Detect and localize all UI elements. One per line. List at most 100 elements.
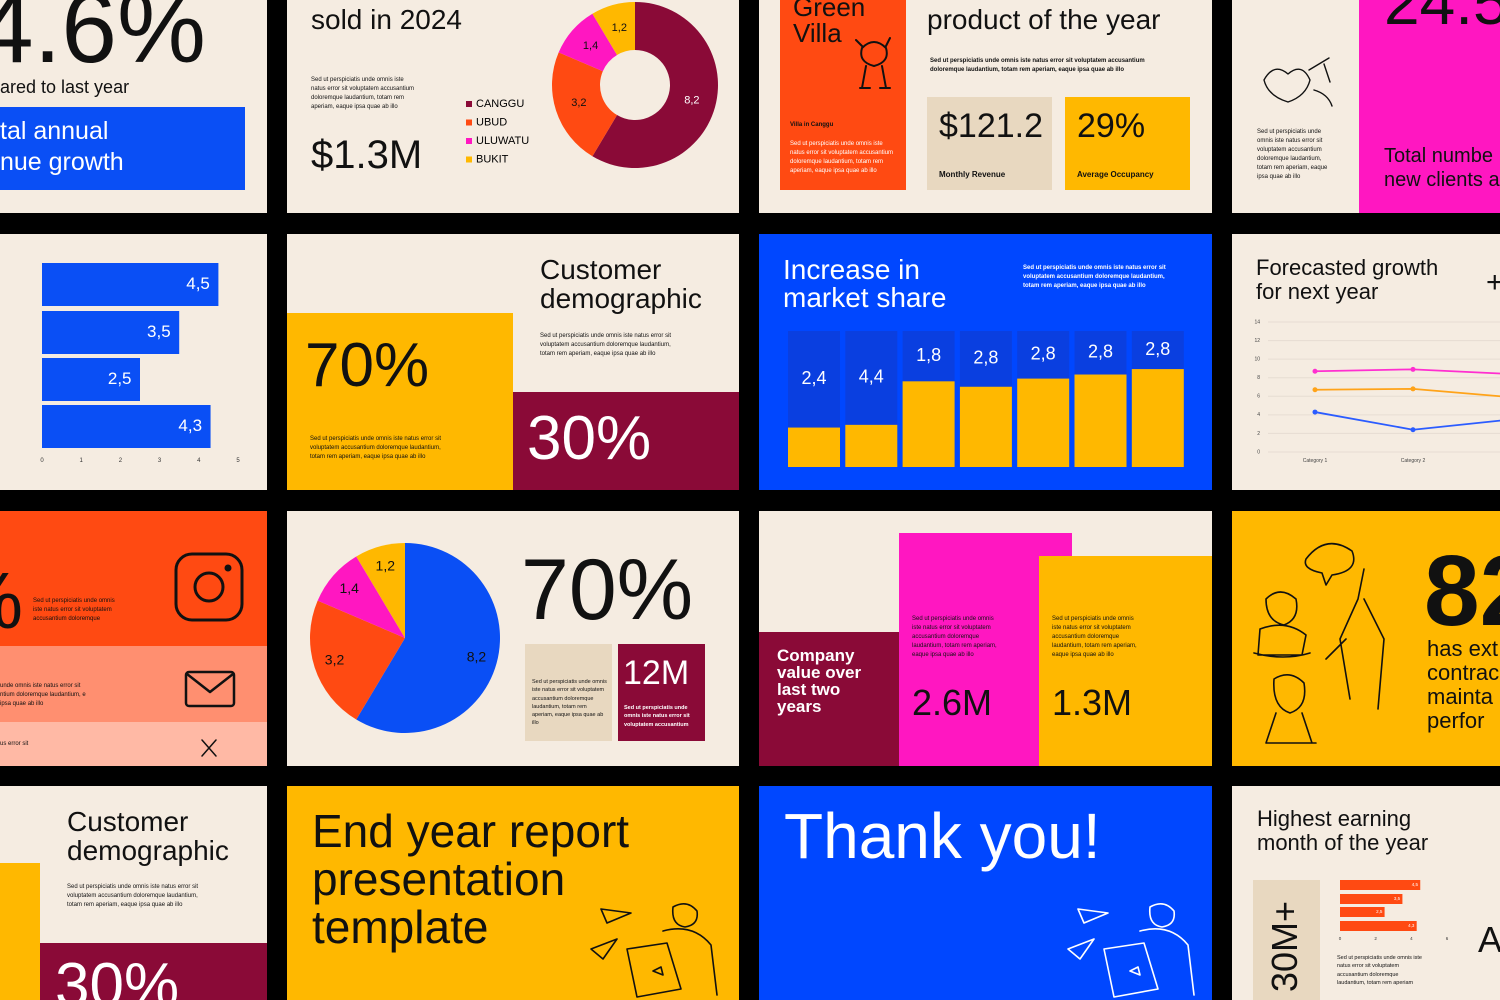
illustration (590, 903, 718, 998)
text-line: mainta (1427, 684, 1494, 709)
value-label: 3,5 (1394, 896, 1401, 901)
pink-panel (1359, 0, 1500, 213)
bar (1131, 369, 1184, 467)
villa-card: Green Villa Villa in Canggu Sed ut persp… (780, 0, 906, 190)
stat-box: 12M Sed ut perspiciatis unde omnis iste … (618, 644, 705, 741)
x-tick-label: 5 (236, 458, 240, 464)
body-text: unde omnis iste natus error sit ntium do… (0, 683, 86, 707)
mark: A (1478, 919, 1500, 960)
wedge (558, 13, 618, 72)
bar (42, 263, 219, 306)
box-line: nue growth (0, 148, 124, 176)
bar-chart: 2,4 4,4 1,8 2,8 2,8 2,8 2,8 (788, 331, 1184, 467)
legend-label: BUKIT (476, 153, 509, 165)
bar (902, 381, 955, 467)
big-value: 4.6% (0, 0, 206, 84)
minor-panel: 30% (513, 392, 739, 490)
big-value: 82 (1424, 535, 1500, 647)
value-label: 2,8 (1145, 339, 1170, 359)
box-line: tal annual (0, 117, 109, 145)
stat-label: Average Occupancy (1077, 170, 1154, 179)
bar (42, 358, 140, 401)
total-value: $1.3M (311, 133, 423, 177)
bar (788, 427, 840, 467)
slide-thanks: Thank you! (759, 786, 1212, 1000)
bar (845, 424, 898, 467)
big-value: 24.5 (1384, 0, 1500, 38)
value-label: 4,3 (178, 416, 202, 435)
thanks-title: Thank you! (784, 800, 1101, 872)
bar (1017, 378, 1070, 467)
body-text: Sed ut perspiciatis unde omnis iste natu… (33, 598, 115, 622)
value-label: 8,2 (684, 95, 699, 107)
title-line: month of the year (1257, 830, 1429, 855)
value-label: 2,5 (108, 369, 132, 388)
bar (959, 386, 1012, 467)
point (1410, 427, 1416, 433)
note-box: Sed ut perspiciatis unde omnis iste natu… (525, 644, 612, 741)
email-band: unde omnis iste natus error sit ntium do… (0, 646, 267, 722)
wedge (592, 2, 718, 168)
minor-panel: 30% (40, 943, 267, 1000)
villa-name: Villa (793, 18, 842, 48)
body-text: Sed ut perspiciatis unde omnis iste natu… (790, 141, 894, 174)
bar (1340, 894, 1403, 904)
major-value: 70% (305, 331, 430, 400)
instagram-icon (174, 552, 244, 622)
slide-contact: % Sed ut perspiciatis unde omnis iste na… (0, 511, 267, 766)
line (1314, 368, 1500, 375)
bar (42, 405, 211, 448)
body-text: Sed ut perspiciatis unde omnis iste natu… (1052, 616, 1137, 658)
legend-label: ULUWATU (476, 135, 529, 147)
value-label: 2,8 (1031, 344, 1056, 364)
title-line: for next year (1256, 279, 1379, 304)
body-text: Sed ut perspiciatis unde omnis iste natu… (912, 616, 997, 658)
wedge (317, 556, 405, 638)
stat-value: 2.6M (912, 682, 993, 723)
title-line: Customer (540, 254, 662, 285)
stat-card: $121.2 Monthly Revenue (927, 97, 1052, 190)
slide-villa: Green Villa Villa in Canggu Sed ut persp… (759, 0, 1212, 213)
x-tick-label: 0 (40, 458, 44, 464)
major-panel: 70% Sed ut perspiciatis unde omnis iste … (287, 313, 513, 490)
value-label: 1,8 (916, 345, 941, 365)
y-tick-label: 14 (1254, 319, 1260, 325)
value-label: 4,5 (1412, 882, 1419, 887)
hbar-chart: 0 2 4 6 4,5 3,5 2,5 4,3 (1339, 880, 1449, 941)
bar (1340, 907, 1385, 917)
y-tick-label: 6 (1257, 394, 1260, 400)
yellow-panel: Sed ut perspiciatis unde omnis iste natu… (1039, 556, 1212, 766)
wedge (552, 52, 618, 157)
title-line: Forecasted growth (1256, 255, 1439, 280)
body-text: Sed ut perspiciatis unde omnis iste natu… (310, 436, 442, 460)
value-strip: 30M+ (1253, 880, 1320, 1000)
slide-company: Sed ut perspiciatis unde omnis iste natu… (759, 511, 1212, 766)
villa-name: Green (793, 0, 866, 22)
value-label: 2,8 (973, 348, 998, 368)
value-label: 8,2 (467, 648, 487, 664)
body-text: us error sit (0, 741, 29, 747)
big-value: 70% (521, 542, 694, 638)
line-chart: 0 2 4 6 8 10 12 14 Category 1 Category 2 (1254, 319, 1500, 464)
title-line: Highest earning (1257, 806, 1412, 831)
bar (1340, 880, 1421, 890)
bar (42, 311, 180, 354)
legend-swatch (466, 119, 472, 126)
caption: Villa in Canggu (790, 122, 834, 128)
title-line: demographic (540, 283, 702, 314)
email-icon (184, 670, 236, 708)
title-line: Total numbe (1384, 145, 1493, 167)
x-tick-label: 1 (80, 458, 84, 464)
slide-share: 8,2 3,2 1,4 1,2 70% Sed ut perspiciatis und… (287, 511, 739, 766)
body-text: Sed ut perspiciatis unde omnis iste natu… (930, 58, 1145, 73)
y-tick-label: 4 (1257, 412, 1260, 418)
illustration (1067, 903, 1195, 998)
mark: + (1486, 266, 1500, 299)
legend-label: CANGGU (476, 98, 524, 110)
y-tick-label: 8 (1257, 375, 1260, 381)
bar (1074, 374, 1127, 467)
text-line: contrac (1427, 660, 1500, 685)
body-text: Sed ut perspiciatis unde omnis iste natu… (532, 679, 607, 727)
value-label: 1,4 (583, 40, 598, 52)
